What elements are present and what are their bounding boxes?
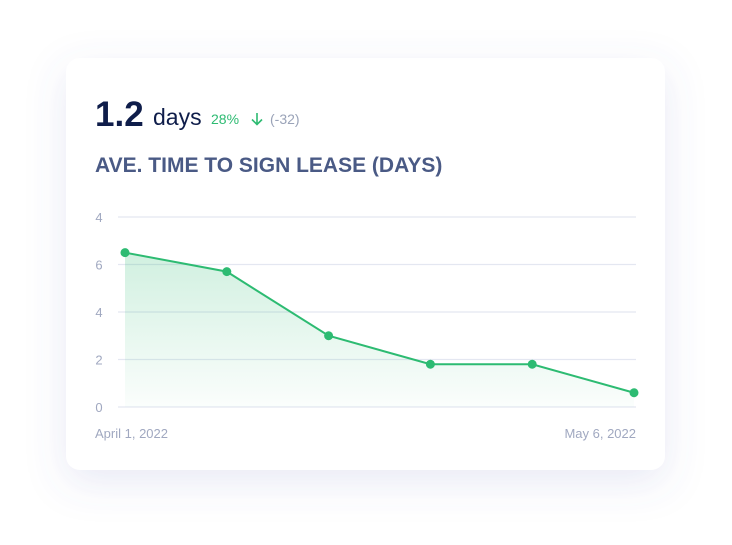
line bbox=[124, 251, 635, 394]
chart-title: AVE. TIME TO SIGN LEASE (DAYS) bbox=[95, 154, 442, 177]
y-tick-label: 6 bbox=[95, 258, 102, 273]
kpi-unit: days bbox=[153, 104, 202, 130]
point bbox=[120, 248, 130, 258]
y-tick-label: 4 bbox=[95, 305, 102, 320]
kpi-change: 28% bbox=[211, 111, 239, 127]
kpi-value: 1.2 bbox=[95, 95, 144, 134]
point bbox=[527, 359, 537, 369]
y-tick-label: 0 bbox=[95, 400, 102, 415]
y-tick-label: 2 bbox=[95, 353, 102, 368]
point bbox=[629, 388, 639, 398]
down-arrow bbox=[251, 113, 263, 126]
x-tick-label: May 6, 2022 bbox=[564, 426, 636, 441]
area bbox=[125, 252, 634, 407]
y-tick-label: 4 bbox=[95, 210, 102, 225]
kpi-delta: (-32) bbox=[270, 111, 300, 127]
x-tick-label: April 1, 2022 bbox=[95, 426, 168, 441]
point bbox=[324, 331, 334, 341]
point bbox=[425, 359, 435, 369]
point bbox=[222, 267, 232, 277]
